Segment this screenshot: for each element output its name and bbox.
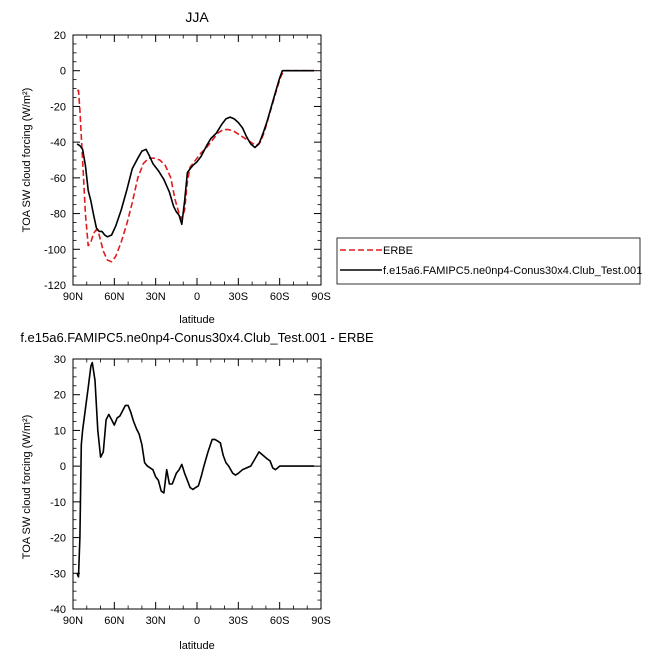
bottom-y-tick-label: -20	[50, 533, 66, 545]
legend-label-erbe: ERBE	[383, 245, 413, 257]
bottom-y-tick-label: 0	[60, 461, 66, 473]
top-series-line-1	[76, 69, 315, 238]
bottom-x-tick-label: 30S	[229, 615, 249, 627]
top-x-tick-label: 0	[194, 291, 200, 303]
top-plot-area: 90N 60N 30N 0 30S 60S 90S 20 0 -20 -40 -60 -80 -100 -1…	[44, 30, 331, 303]
legend: ERBE f.e15a6.FAMIPC5.ne0np4-Conus30x4.Cl…	[336, 237, 642, 285]
bottom-x-tick-label: 60S	[270, 615, 290, 627]
bottom-y-axis-label: TOA SW cloud forcing (W/m²)	[21, 415, 33, 560]
top-x-tick-label: 30S	[229, 291, 249, 303]
top-y-axis-label: TOA SW cloud forcing (W/m²)	[21, 88, 33, 233]
bottom-plot-area: 90N 60N 30N 0 30S 60S 90S 30 20 10 0 -10 -20 -30 -40	[50, 354, 331, 627]
top-x-tick-label: 90N	[63, 291, 83, 303]
bottom-panel: f.e15a6.FAMIPC5.ne0np4-Conus30x4.Club_Te…	[20, 330, 374, 652]
bottom-y-tick-label: -10	[50, 497, 66, 509]
top-y-tick-label: -80	[50, 209, 66, 221]
legend-label-model: f.e15a6.FAMIPC5.ne0np4-Conus30x4.Club_Te…	[383, 265, 642, 277]
top-plot-frame	[72, 34, 322, 286]
top-x-axis-label: latitude	[179, 314, 214, 326]
top-y-tick-label: -20	[50, 101, 66, 113]
top-x-tick-label: 60N	[104, 291, 124, 303]
top-y-tick-label: 20	[54, 30, 66, 42]
bottom-y-tick-label: 20	[54, 390, 66, 402]
legend-box	[336, 237, 641, 285]
top-y-tick-label: -40	[50, 137, 66, 149]
top-y-tick-label: -60	[50, 173, 66, 185]
top-x-tick-label: 60S	[270, 291, 290, 303]
bottom-y-tick-label: -40	[50, 604, 66, 616]
bottom-x-axis-label: latitude	[179, 640, 214, 652]
top-panel: JJA 90N 60N 30N 0 30S 60S 90S 20 0 -20 -40 -60 -80 -1…	[21, 9, 331, 326]
bottom-plot-frame	[72, 358, 322, 610]
bottom-y-tick-label: 10	[54, 425, 66, 437]
bottom-chart-title: f.e15a6.FAMIPC5.ne0np4-Conus30x4.Club_Te…	[20, 330, 374, 345]
top-y-tick-label: -120	[44, 280, 66, 292]
bottom-y-tick-label: 30	[54, 354, 66, 366]
top-x-tick-label: 30N	[146, 291, 166, 303]
bottom-x-tick-label: 90N	[63, 615, 83, 627]
top-chart-title: JJA	[185, 9, 209, 25]
bottom-y-tick-label: -30	[50, 568, 66, 580]
top-x-tick-label: 90S	[311, 291, 331, 303]
top-y-tick-label: 0	[60, 66, 66, 78]
bottom-x-tick-label: 0	[194, 615, 200, 627]
top-y-tick-label: -100	[44, 244, 66, 256]
bottom-series-line-0	[76, 361, 315, 578]
bottom-x-tick-label: 30N	[146, 615, 166, 627]
bottom-x-tick-label: 90S	[311, 615, 331, 627]
bottom-x-tick-label: 60N	[104, 615, 124, 627]
